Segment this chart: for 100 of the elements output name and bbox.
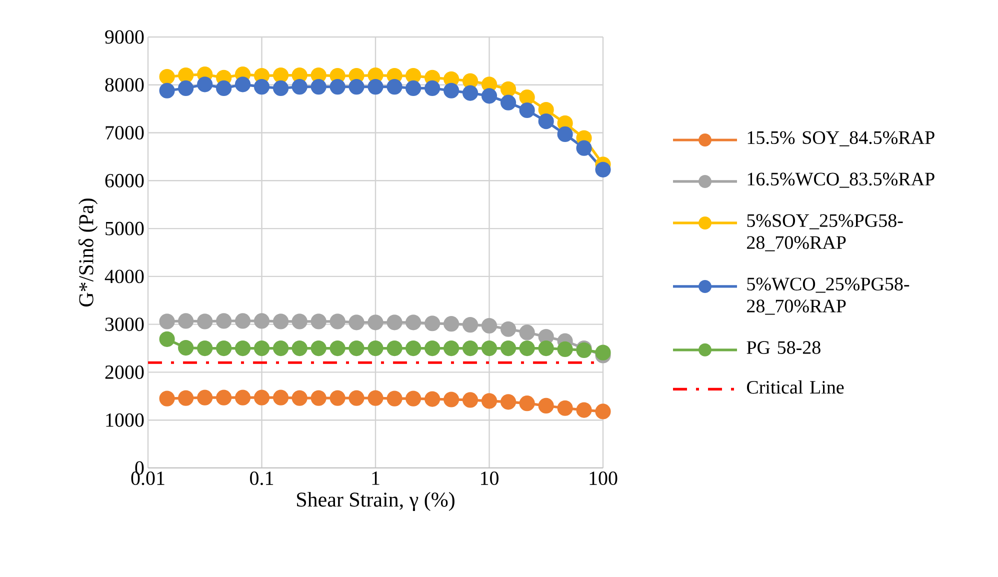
point [368, 340, 384, 356]
point [444, 82, 460, 98]
point [406, 80, 422, 96]
point [500, 94, 516, 110]
point [595, 404, 611, 420]
y-tick-label: 3000 [105, 318, 144, 332]
point [406, 390, 422, 406]
point [178, 68, 194, 84]
point [348, 314, 364, 330]
x-tick-label: 10 [481, 472, 498, 486]
point [500, 394, 516, 410]
point [557, 126, 573, 142]
point [348, 390, 364, 406]
point [216, 390, 232, 406]
point [330, 314, 346, 330]
point [576, 140, 592, 156]
point [519, 90, 535, 106]
point [272, 80, 289, 96]
point [292, 314, 308, 330]
point [462, 85, 478, 101]
point [330, 340, 346, 356]
point [462, 340, 478, 356]
point [292, 340, 308, 356]
point [481, 88, 498, 104]
point [519, 396, 535, 412]
point [234, 76, 251, 92]
point [272, 68, 289, 84]
y-tick-label: 1000 [106, 413, 144, 427]
point [576, 402, 592, 418]
point [462, 73, 478, 89]
point [197, 390, 213, 406]
point [481, 318, 498, 334]
y-tick-label: 5000 [106, 222, 144, 236]
point [444, 316, 460, 332]
point [444, 340, 460, 356]
point [234, 340, 251, 356]
y-tick-label: 9000 [105, 30, 144, 44]
point [310, 314, 326, 330]
point [481, 340, 498, 356]
point [159, 331, 175, 347]
point [292, 79, 308, 95]
point [557, 400, 573, 416]
point [538, 113, 554, 130]
y-tick-label: 2000 [105, 365, 144, 379]
legend-label: 15.5% SOY_84.5%RAP [748, 131, 934, 146]
point [197, 314, 213, 330]
point [500, 321, 516, 337]
point [310, 390, 326, 406]
point [272, 390, 289, 406]
point [386, 79, 402, 95]
point [159, 314, 175, 330]
y-tick-label: 6000 [105, 174, 144, 188]
point [197, 76, 213, 92]
point [538, 340, 554, 356]
point [292, 390, 308, 406]
legend-label: 16.5%WCO_83.5%RAP [748, 172, 934, 188]
legend-label: 5%SOY_25%PG58-28_70%RAP [747, 214, 903, 252]
point [424, 316, 440, 332]
point [178, 80, 194, 96]
point [386, 314, 402, 330]
point [519, 340, 535, 356]
legend-label: 5%WCO_25%PG58-28_70%RAP [747, 278, 910, 315]
point [234, 390, 251, 406]
point [348, 79, 364, 95]
y-axis-title: G*/Sinδ (Pa) [78, 198, 98, 306]
point [462, 392, 478, 408]
point [254, 340, 270, 356]
point [310, 340, 326, 356]
point [386, 340, 402, 356]
point [216, 80, 232, 96]
point [368, 79, 384, 95]
y-tick-label: 7000 [106, 126, 144, 140]
point [216, 313, 232, 329]
point [254, 79, 270, 95]
point [386, 390, 402, 406]
point [444, 392, 460, 408]
point [310, 79, 326, 95]
y-tick-label: 4000 [104, 270, 144, 284]
point [254, 390, 270, 406]
legend-label: Critical Line [746, 380, 844, 394]
point [254, 313, 270, 329]
point [538, 398, 554, 414]
point [368, 390, 384, 406]
point [595, 344, 611, 360]
point [178, 313, 194, 329]
x-tick-label: 0.1 [250, 472, 274, 486]
point [272, 340, 289, 356]
point [330, 390, 346, 406]
point [519, 324, 535, 340]
point [424, 80, 440, 96]
point [159, 82, 175, 98]
point [178, 390, 194, 406]
point [481, 393, 498, 409]
point [519, 102, 535, 118]
x-tick-label: 1 [372, 472, 380, 485]
y-tick-label: 8000 [105, 78, 144, 92]
x-axis-title: Shear Strain, γ (%) [297, 492, 454, 512]
point [557, 341, 573, 358]
legend-label: PG 58-28 [746, 341, 820, 354]
point [406, 68, 422, 84]
